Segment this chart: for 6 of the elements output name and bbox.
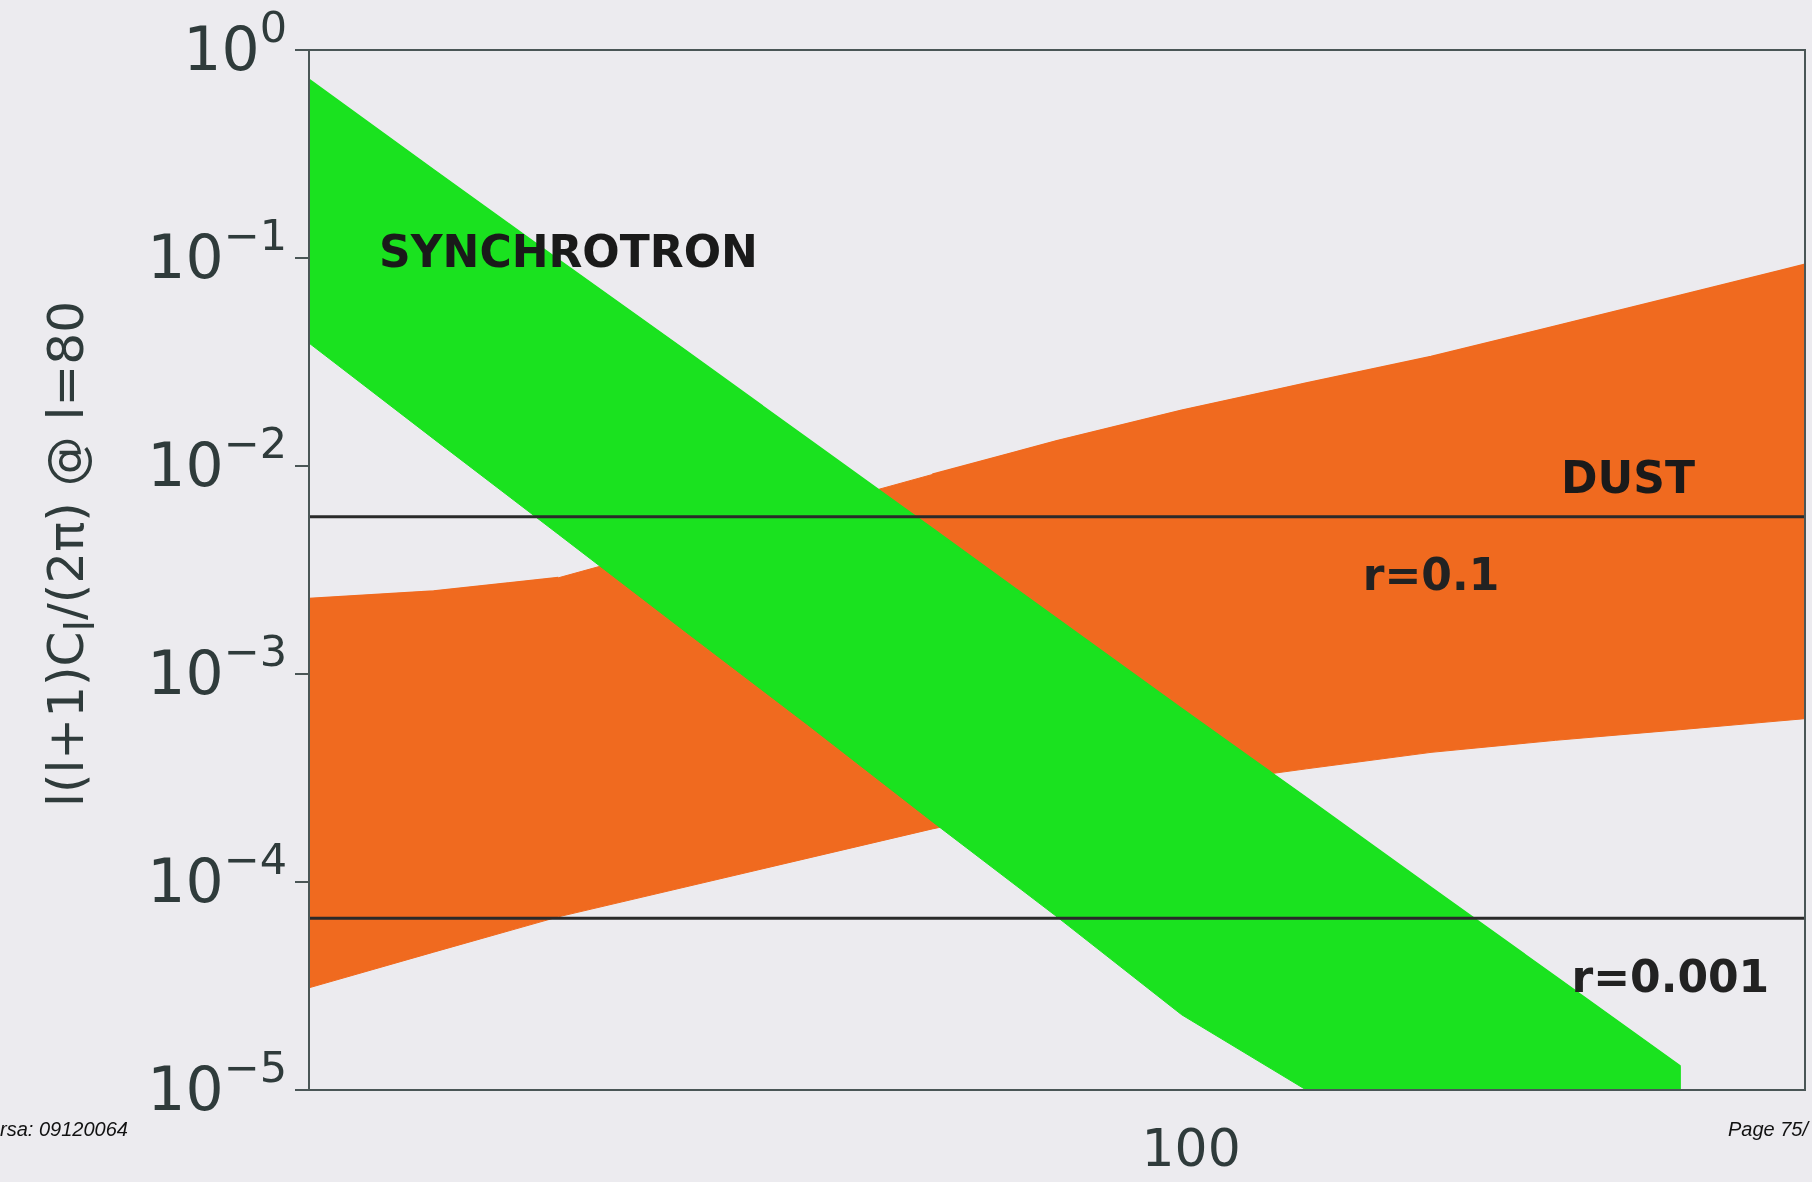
text: DUST — [1561, 452, 1695, 504]
annotation: r=0.1 — [1362, 549, 1500, 601]
text: Page 75/ — [1727, 1118, 1811, 1141]
text: rsa: 09120064 — [0, 1118, 129, 1141]
text: 100 — [1141, 1118, 1242, 1178]
annotation: r=0.001 — [1571, 950, 1770, 1002]
